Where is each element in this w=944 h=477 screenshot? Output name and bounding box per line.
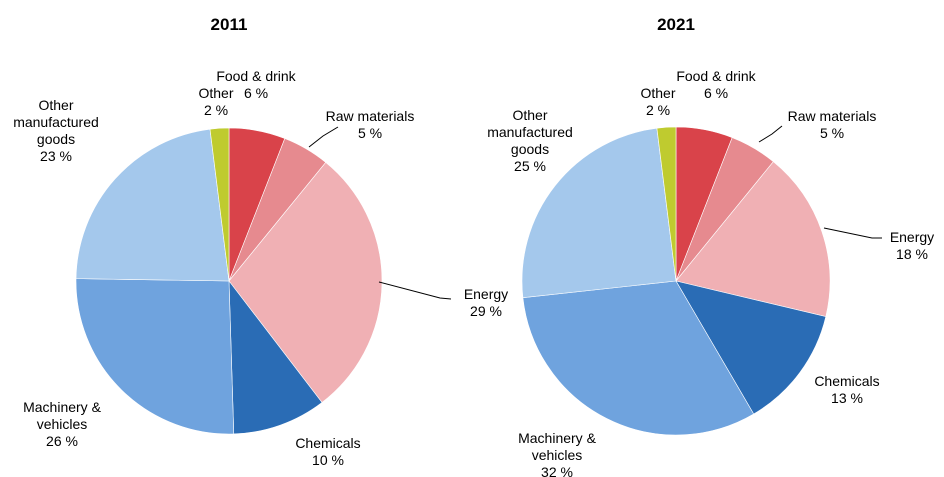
data-label-machinery-and-vehicles: Machinery & vehicles 32 % xyxy=(518,430,596,477)
pie-slice-other-manufactured-goods xyxy=(75,128,230,282)
pie-slice-other xyxy=(656,126,677,282)
data-label-other-manufactured-goods: Other manufactured goods 23 % xyxy=(13,97,99,164)
pie-slice-energy xyxy=(228,162,383,403)
pie-slice-energy xyxy=(675,161,831,317)
leader-line-energy xyxy=(378,281,452,300)
pie-chart-2021: 2021 Food & drink 6 % Raw materials 5 % Energ… xyxy=(487,15,934,477)
chart-title: 2011 xyxy=(211,15,248,34)
leader-line-raw-materials xyxy=(758,125,783,143)
pie-slice-machinery-and-vehicles xyxy=(522,280,755,436)
data-label-food-and-drink: Food & drink 6 % xyxy=(676,68,756,101)
pie-slice-chemicals xyxy=(228,280,323,435)
chart-title: 2021 xyxy=(657,15,695,34)
data-label-other: Other 2 % xyxy=(640,85,675,118)
data-label-other: Other 2 % xyxy=(198,85,233,118)
pie-slice-chemicals xyxy=(675,280,827,415)
pie-chart-2011: 2011 Food & drink 6 % Raw materials 5 % Energ… xyxy=(13,15,508,468)
data-label-food-and-drink: Food & drink 6 % xyxy=(216,68,296,101)
pie-slice-machinery-and-vehicles xyxy=(75,278,235,435)
data-label-raw-materials: Raw materials 5 % xyxy=(326,108,415,141)
leader-line-raw-materials xyxy=(308,126,339,148)
data-label-machinery-and-vehicles: Machinery & vehicles 26 % xyxy=(23,399,101,449)
data-label-chemicals: Chemicals 10 % xyxy=(295,435,360,468)
leader-line-energy xyxy=(823,227,882,239)
pie-slice-other-manufactured-goods xyxy=(521,127,677,299)
data-label-energy: Energy 29 % xyxy=(464,286,508,319)
pie-slice-other xyxy=(209,127,230,282)
data-label-chemicals: Chemicals 13 % xyxy=(814,373,879,406)
data-label-other-manufactured-goods: Other manufactured goods 25 % xyxy=(487,107,573,174)
data-label-energy: Energy 18 % xyxy=(890,229,934,262)
data-label-raw-materials: Raw materials 5 % xyxy=(788,108,877,141)
